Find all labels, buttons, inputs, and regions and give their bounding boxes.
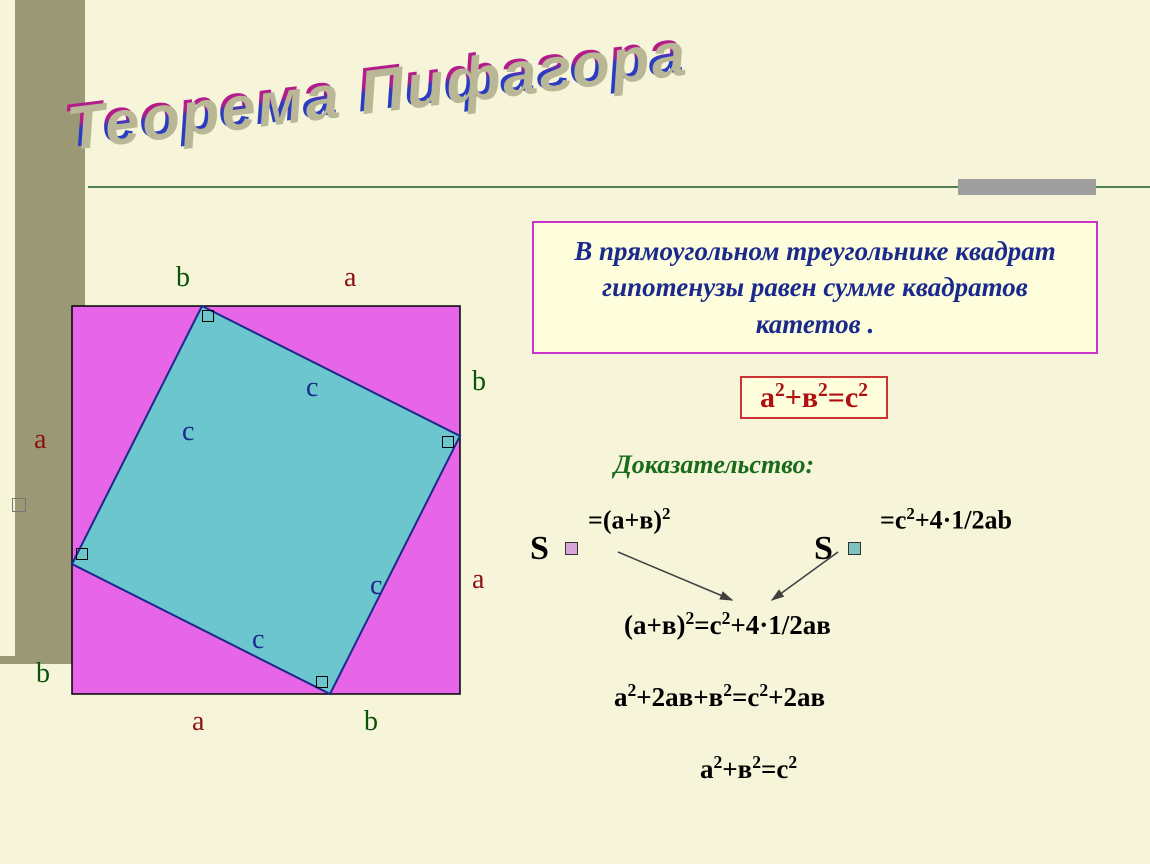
proof-line: а2+в2=с2 [700,752,797,785]
diagram-label: b [364,706,378,738]
right-angle-mark [442,436,454,448]
diagram-label: a [34,424,46,456]
diagram-label: a [472,564,484,596]
main-formula: а2+в2=с2 [740,376,888,419]
diagram-svg [72,306,460,694]
proof-line: а2+2ав+в2=с2+2ав [614,680,825,713]
diagram-label: c [182,416,194,448]
diagram-label: b [176,262,190,294]
proof-line: (а+в)2=с2+4·1/2ав [624,608,831,641]
area-symbol: S [530,530,549,568]
right-angle-mark [202,310,214,322]
right-angle-mark [76,548,88,560]
diagram-label: a [192,706,204,738]
area-symbol: S [814,530,833,568]
diagram-label: b [36,658,50,690]
proof-label: Доказательство: [614,450,814,480]
area-equation: =с2+4·1/2аb [880,504,1012,536]
slide: Теорема Пифагора В прямоугольном треугол… [0,0,1150,864]
accent-segment [958,179,1096,195]
area-equation: =(а+в)2 [588,504,670,536]
theorem-statement: В прямоугольном треугольнике квадрат гип… [532,221,1098,354]
diagram-label: c [252,624,264,656]
diagram-label: b [472,366,486,398]
area-subscript-square [565,542,578,555]
decorative-square-icon [12,498,26,512]
pythagoras-diagram: aaaabbbbcccc [72,306,460,694]
diagram-label: a [344,262,356,294]
diagram-label: c [306,372,318,404]
diagram-label: c [370,570,382,602]
right-angle-mark [316,676,328,688]
area-subscript-square [848,542,861,555]
